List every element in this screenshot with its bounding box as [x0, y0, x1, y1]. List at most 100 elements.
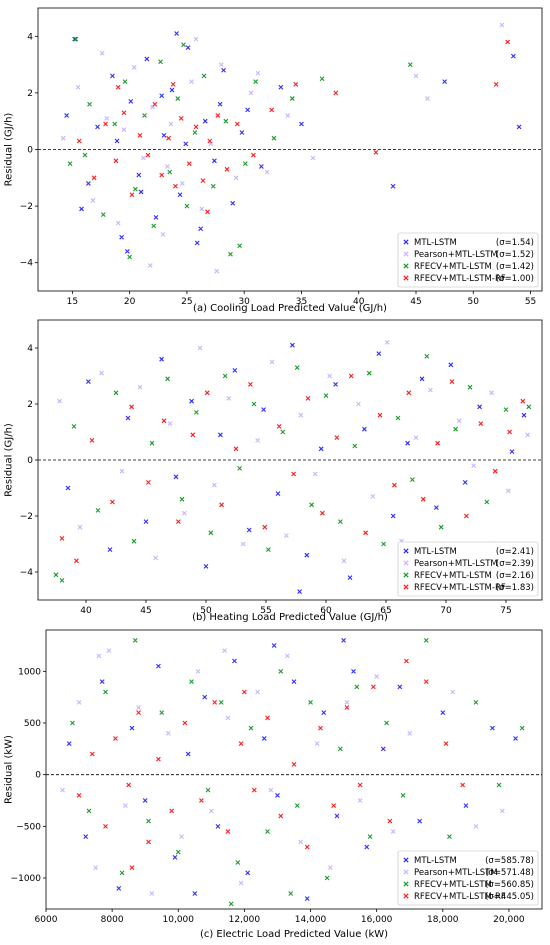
point-b-3-1: [74, 558, 79, 564]
point-a-3-9: [159, 172, 165, 178]
point-b-0-12: [261, 407, 266, 412]
legend-label-c-1: Pearson+MTL-LSTM: [414, 868, 498, 878]
x-tick-label-b-4: 60: [320, 606, 332, 616]
point-a-0-5: [128, 99, 134, 104]
y-tick-label-a-0: −4: [20, 259, 34, 269]
point-c-2-28: [228, 901, 234, 907]
point-c-2-24: [447, 834, 452, 840]
point-b-2-30: [503, 407, 509, 412]
point-b-2-3: [95, 508, 101, 513]
point-b-3-23: [406, 390, 412, 396]
point-a-3-23: [333, 90, 339, 96]
legend-marker-b-2: [403, 572, 409, 578]
point-c-3-4: [126, 782, 132, 788]
point-b-3-8: [190, 432, 196, 438]
legend-sigma-c-0: (σ=585.78): [485, 856, 534, 866]
point-a-0-18: [245, 107, 251, 113]
point-b-1-30: [525, 432, 530, 438]
point-b-0-29: [509, 449, 515, 454]
legend-marker-b-0: [403, 548, 409, 554]
point-c-0-4: [129, 725, 135, 731]
point-c-2-1: [86, 808, 92, 814]
point-a-1-5: [131, 65, 137, 70]
x-tick-label-c-0: 6000: [35, 915, 58, 925]
point-c-1-1: [76, 699, 82, 705]
point-b-0-20: [376, 351, 382, 356]
point-a-0-3: [110, 73, 115, 79]
point-b-2-4: [113, 390, 119, 396]
point-b-2-23: [395, 415, 401, 421]
point-b-1-6: [167, 421, 173, 426]
point-b-1-4: [137, 384, 143, 390]
point-b-2-17: [309, 502, 314, 508]
point-a-3-27: [115, 84, 121, 90]
point-a-3-17: [215, 113, 221, 118]
legend-box-c: [397, 850, 539, 906]
point-b-3-10: [219, 502, 224, 508]
point-b-2-19: [338, 519, 343, 524]
point-b-0-13: [275, 491, 281, 496]
point-a-3-14: [193, 124, 199, 130]
point-a-3-10: [166, 135, 171, 141]
point-a-3-8: [152, 101, 158, 107]
legend-label-a-2: RFECV+MTL-LSTM: [414, 262, 492, 272]
point-c-0-20: [364, 844, 370, 850]
point-a-1-27: [499, 22, 505, 28]
point-b-2-22: [381, 541, 386, 547]
point-c-3-14: [251, 787, 257, 793]
y-tick-label-b-0: −4: [20, 568, 34, 578]
y-tick-label-c-4: 1000: [18, 667, 41, 677]
point-b-0-1: [86, 379, 91, 384]
point-b-3-2: [89, 438, 95, 443]
point-a-1-21: [147, 263, 153, 268]
point-a-1-6: [140, 155, 146, 161]
point-c-2-16: [308, 699, 313, 705]
point-b-0-25: [448, 362, 454, 368]
point-b-0-0: [65, 485, 71, 491]
point-a-0-26: [183, 141, 189, 147]
point-c-2-6: [159, 710, 165, 716]
point-c-1-5: [136, 705, 141, 710]
point-a-0-35: [124, 248, 130, 254]
point-c-1-21: [374, 674, 380, 679]
series-c-2: [70, 637, 525, 907]
point-a-1-24: [255, 70, 261, 76]
point-c-1-10: [208, 808, 214, 814]
point-a-0-6: [136, 172, 142, 178]
point-a-1-12: [199, 206, 205, 212]
point-c-3-21: [344, 705, 350, 710]
point-b-1-3: [119, 468, 125, 474]
point-c-3-16: [278, 813, 284, 819]
x-tick-label-c-7: 20,000: [493, 915, 525, 925]
point-a-1-20: [99, 50, 105, 56]
point-c-3-23: [370, 684, 376, 690]
point-b-0-17: [333, 382, 338, 387]
series-b-2: [53, 354, 532, 583]
point-a-1-26: [425, 96, 430, 101]
point-c-3-19: [318, 725, 323, 731]
point-b-3-0: [59, 536, 65, 541]
point-b-3-3: [110, 499, 115, 505]
point-a-0-36: [174, 31, 179, 36]
point-b-0-16: [318, 446, 324, 452]
point-c-1-26: [473, 823, 479, 829]
point-c-0-10: [215, 823, 221, 829]
point-c-3-27: [443, 741, 449, 747]
point-b-3-5: [146, 480, 151, 485]
point-c-2-14: [278, 668, 284, 674]
y-tick-label-a-3: 2: [27, 89, 33, 99]
point-c-0-27: [513, 736, 518, 741]
point-b-0-6: [173, 474, 179, 480]
legend-sigma-a-0: (σ=1.54): [496, 238, 534, 248]
point-a-0-30: [390, 183, 396, 189]
point-c-0-16: [304, 896, 310, 902]
point-c-2-23: [423, 637, 429, 643]
point-a-3-21: [269, 107, 275, 113]
point-c-3-30: [242, 689, 247, 695]
x-tick-label-c-3: 12,000: [229, 915, 261, 925]
point-a-1-1: [75, 84, 81, 90]
point-b-2-15: [280, 429, 286, 435]
point-a-1-10: [179, 181, 185, 186]
point-c-2-18: [337, 746, 343, 752]
point-b-0-18: [347, 575, 353, 580]
